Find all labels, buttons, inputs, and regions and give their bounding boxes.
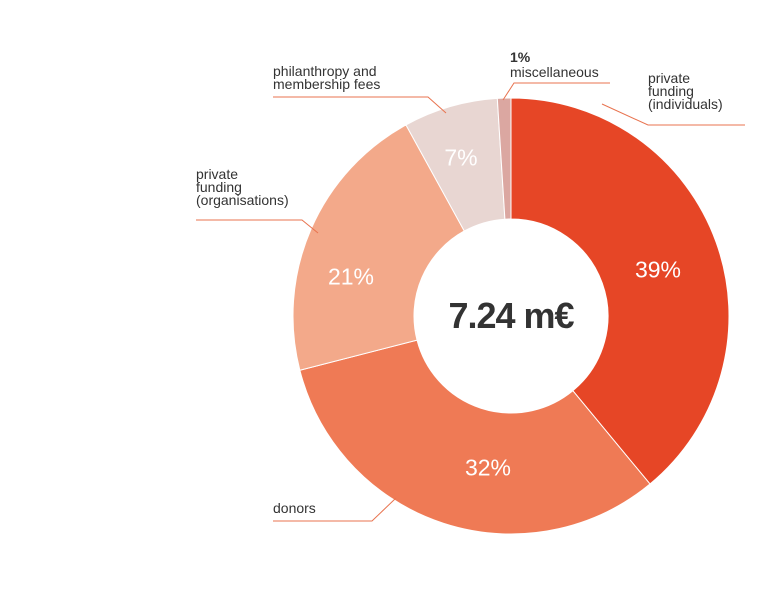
category-label: donors (273, 500, 316, 516)
category-label: private funding (organisations) (196, 166, 289, 208)
donut-slice (292, 124, 465, 371)
slice-label: 7% (444, 144, 478, 171)
donut-slice (299, 339, 651, 535)
category-label: private funding (individuals) (648, 70, 723, 112)
slice-label: 21% (327, 263, 375, 290)
leader-line (273, 497, 397, 522)
category-label: miscellaneous (510, 64, 599, 80)
slice-label: 39% (634, 256, 682, 283)
donut-slice (496, 97, 512, 220)
center-label: 7.24 m€ (448, 295, 574, 336)
value-label: 1% (510, 49, 531, 65)
donut-slice (510, 97, 730, 485)
leader-line (273, 96, 447, 114)
leader-line (196, 219, 319, 234)
leader-line (601, 103, 745, 126)
leader-line (502, 82, 610, 101)
slice-label: 32% (464, 454, 512, 481)
category-label: philanthropy and membership fees (273, 63, 381, 92)
